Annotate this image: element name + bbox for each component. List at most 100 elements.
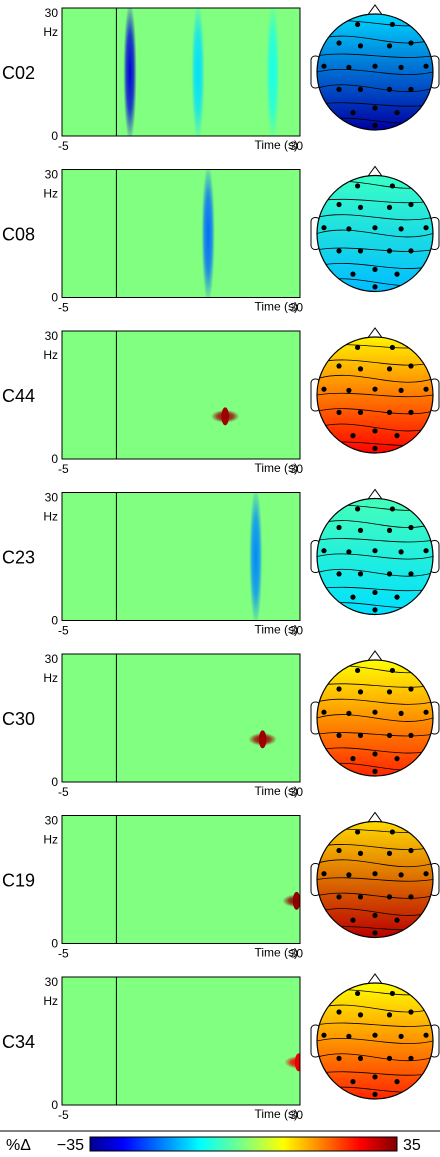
electrode-dot [355,506,361,512]
nose-icon [366,4,384,17]
electrode-dot [398,387,404,393]
contour-line [317,568,433,577]
electrode-dot [355,829,361,835]
electrode-dot [357,527,364,534]
y-tick-label: 0 [51,1098,58,1112]
electrode-dot [321,709,327,715]
electrode-dot [355,344,361,351]
contour-line [317,374,433,383]
contour-line [317,198,433,204]
contour-line [317,423,433,432]
contour-line [317,247,433,252]
electrode-dot [386,894,393,900]
y-tick-label: 0 [51,937,58,951]
electrode-dot [350,756,356,762]
y-tick-label: 0 [51,452,58,466]
y-tick-label: 0 [51,291,58,305]
contour-line [317,35,433,44]
contour-line [317,683,433,688]
electrode-dot [346,64,352,70]
heatmap-band [266,8,280,136]
y-axis-label: Hz [43,833,58,847]
contour-line [317,102,433,107]
heatmap-features [282,891,300,910]
contour-line [317,553,433,560]
electrode-dot [408,363,414,369]
x-tick-label: -5 [58,624,69,638]
y-axis-label: Hz [43,994,58,1008]
heatmap-features [210,407,240,426]
electrode-dot [350,1079,356,1085]
heatmap-features [201,169,215,298]
electrode-dot [357,689,364,695]
electrode-dot [336,40,342,46]
contour-line [317,214,433,221]
electrode-dot [394,917,400,923]
electrode-dot [321,386,327,392]
electrode-dot [394,1079,400,1085]
contour-line [317,1022,433,1027]
y-tick-label: 30 [45,652,59,666]
electrode-dot [357,409,364,415]
topomap-c23 [310,488,440,616]
electrode-dot [346,387,352,393]
electrode-dot [408,524,414,531]
topomap-c02 [310,4,440,131]
electrode-dot [372,589,378,596]
heatmap-frame [61,169,301,298]
electrode-dot [346,226,352,232]
electrode-dot [408,1009,414,1015]
electrode-dot [423,225,429,231]
electrode-dot [386,204,393,210]
electrode-dot [386,689,393,695]
electrode-dot [408,732,414,739]
colorbar-min-label: −35 [57,1137,84,1154]
electrode-dot [336,732,342,739]
electrode-dot [321,63,327,69]
electrode-dot [386,366,393,372]
x-tick-label: -5 [58,947,69,961]
contour-line [317,747,433,754]
component-label: C44 [2,386,35,406]
electrode-dot [336,409,342,415]
electrode-dot [386,1012,393,1018]
electrode-dot [372,871,378,877]
electrode-dot [398,64,404,70]
electrode-dot [408,86,414,92]
x-tick-label: -5 [58,301,69,315]
electrode-dot [355,21,361,28]
y-axis-label: Hz [43,671,58,685]
electrode-dot [389,183,395,189]
nose-icon [366,165,384,178]
contour-line [317,859,433,868]
contour-line [317,520,433,528]
y-tick-label: 0 [51,614,58,628]
electrode-dot [336,201,342,208]
electrode-dot [357,1055,364,1061]
heatmap-band [123,8,137,136]
contour-line [317,892,433,899]
heatmap-peak [258,730,267,749]
electrode-dot [355,667,361,674]
electrode-dot [372,428,378,434]
heatmap-band [191,8,205,136]
heatmap-peak [221,407,230,426]
y-tick-label: 30 [45,975,59,989]
heatmap-background [62,654,300,782]
electrode-dot [372,284,378,290]
electrode-dot [408,409,414,415]
electrode-dot [386,571,393,577]
electrode-dot [389,829,395,835]
electrode-dot [346,549,352,555]
electrode-dot [372,266,378,273]
contour-line [317,714,433,722]
electrode-dot [394,594,400,600]
y-tick-label: 30 [45,329,59,343]
x-axis-label: Time (s) [254,1107,298,1121]
x-tick-label: 30 [290,1108,304,1122]
contour-line [317,538,433,543]
